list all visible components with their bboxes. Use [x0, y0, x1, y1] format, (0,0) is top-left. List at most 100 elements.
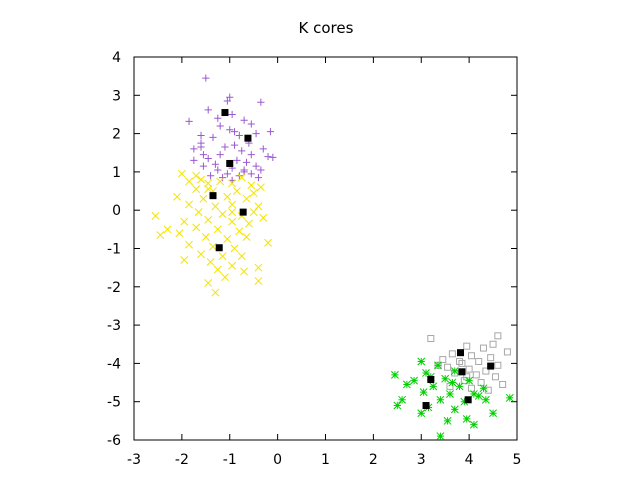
point-plus: [216, 151, 224, 159]
y-tick-label: -6: [107, 433, 121, 449]
point-star: [393, 401, 402, 410]
point-cross: [216, 177, 225, 186]
point-cross: [242, 233, 251, 241]
point-cross: [228, 208, 237, 217]
point-square: [475, 357, 483, 365]
x-tick-label: 2: [369, 452, 378, 468]
point-cross: [249, 189, 258, 197]
point-core: [215, 244, 223, 252]
point-star: [455, 382, 464, 391]
point-square: [446, 382, 454, 390]
y-tick-label: -1: [107, 242, 121, 258]
point-cross: [175, 229, 184, 238]
point-cross: [218, 210, 227, 218]
point-cross: [237, 252, 246, 261]
point-cross: [247, 181, 256, 190]
point-cross: [223, 192, 232, 201]
x-tick-label: 4: [465, 452, 474, 468]
point-cross: [235, 227, 244, 236]
point-square: [448, 350, 456, 358]
point-star: [436, 432, 445, 441]
y-tick-label: 2: [112, 127, 121, 143]
point-square: [465, 365, 473, 373]
data-marks: [151, 74, 514, 441]
point-cross: [197, 250, 205, 259]
point-star: [446, 390, 454, 398]
point-star: [460, 397, 469, 406]
point-plus: [247, 151, 255, 159]
point-star: [489, 409, 498, 418]
point-cross: [211, 288, 220, 297]
point-star: [481, 395, 490, 404]
point-plus: [266, 128, 275, 136]
point-square: [491, 373, 499, 381]
point-core: [422, 402, 430, 410]
y-tick-label: 3: [112, 88, 121, 104]
point-plus: [247, 170, 255, 178]
point-cross: [185, 200, 194, 209]
point-cross: [242, 194, 251, 203]
point-cross: [180, 256, 189, 264]
point-cross: [192, 171, 201, 180]
point-plus: [197, 143, 205, 151]
chart-title: K cores: [299, 19, 354, 37]
series-2-square: [427, 332, 511, 394]
point-core: [226, 159, 234, 167]
point-plus: [204, 154, 212, 163]
point-star: [469, 390, 478, 398]
point-star: [419, 388, 428, 397]
point-star: [448, 378, 457, 387]
point-cross: [192, 223, 201, 232]
point-star: [410, 376, 419, 385]
point-cross: [192, 185, 201, 194]
point-star: [505, 393, 514, 402]
point-square: [468, 384, 476, 392]
point-cross: [185, 240, 194, 249]
point-star: [441, 374, 450, 383]
point-plus: [269, 153, 277, 161]
series-0-plus: [185, 74, 277, 184]
point-star: [402, 380, 411, 389]
point-core: [458, 368, 466, 376]
point-cross: [201, 233, 210, 241]
point-plus: [228, 110, 236, 119]
plot-frame: [133, 56, 518, 441]
point-cross: [213, 225, 222, 234]
point-cross: [209, 242, 217, 251]
point-plus: [190, 145, 198, 153]
point-cross: [254, 263, 263, 272]
point-cross: [237, 173, 246, 182]
point-star: [450, 405, 459, 414]
y-tick-label: -5: [107, 395, 121, 411]
point-cross: [228, 217, 237, 226]
point-cross: [206, 257, 215, 266]
point-plus: [207, 172, 215, 180]
point-square: [494, 332, 502, 340]
point-plus: [259, 145, 267, 153]
x-tick-label: -2: [175, 452, 189, 468]
point-cross: [211, 202, 220, 211]
point-square: [503, 348, 511, 356]
x-tick-label: -1: [223, 452, 237, 468]
point-cross: [228, 179, 237, 188]
point-plus: [185, 117, 193, 125]
axis-ticks: -3 -2 -1 0 1 2 3 4 5 -6 -5 -4 -3 -2 -1 0 1 2 3 4: [107, 50, 521, 468]
point-star: [417, 357, 426, 366]
point-plus: [252, 162, 260, 170]
point-plus: [242, 158, 251, 166]
point-square: [487, 354, 495, 362]
point-cross: [249, 208, 258, 217]
point-cross: [259, 213, 268, 222]
x-tick-label: 0: [273, 452, 282, 468]
point-cross: [228, 200, 237, 209]
point-square: [468, 352, 476, 360]
point-plus: [233, 156, 241, 165]
point-plus: [218, 174, 227, 182]
point-plus: [202, 74, 210, 82]
point-cross: [156, 231, 165, 240]
point-cross: [204, 215, 213, 224]
point-core: [487, 362, 495, 370]
point-plus: [223, 170, 231, 178]
point-cross: [185, 177, 194, 186]
point-cross: [218, 252, 227, 261]
